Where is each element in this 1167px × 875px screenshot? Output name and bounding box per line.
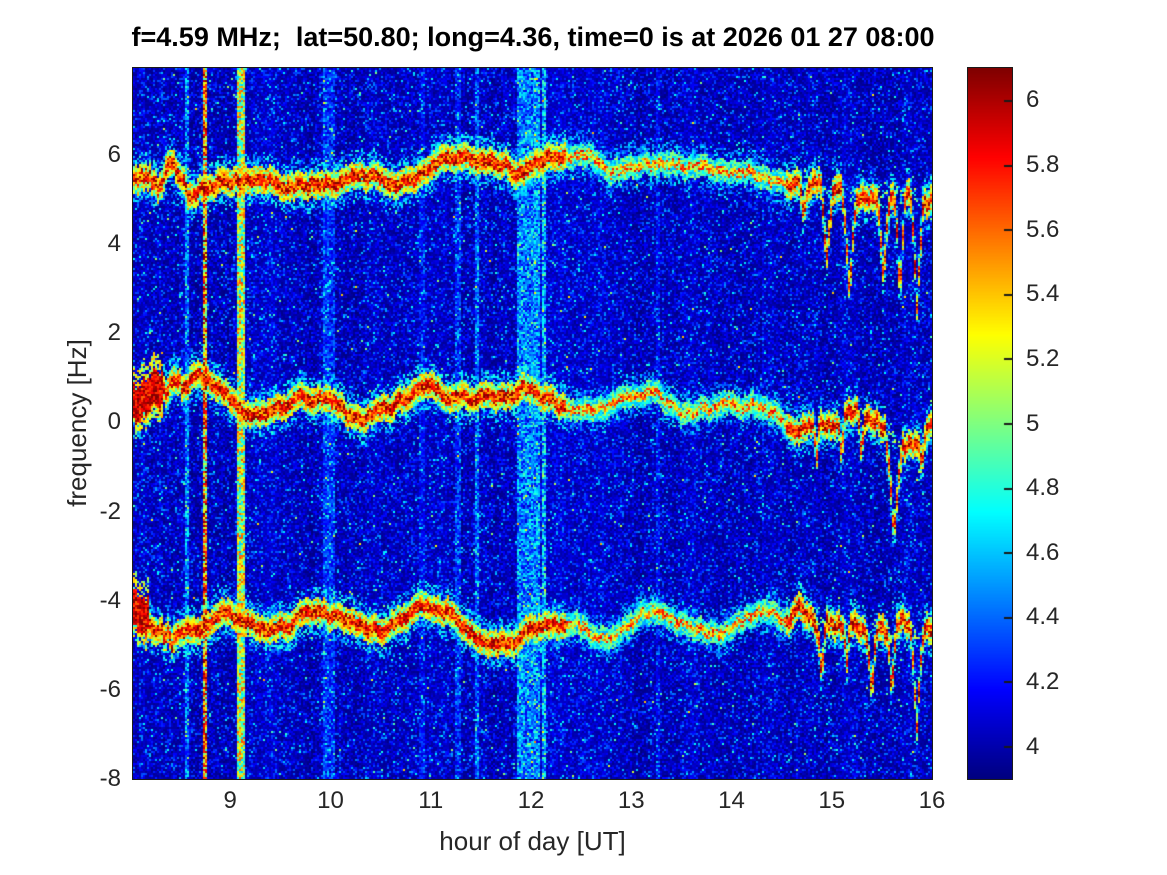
x-tick-label: 16 [918, 787, 946, 814]
plot-title: f=4.59 MHz; lat=50.80; long=4.36, time=0… [131, 22, 935, 52]
y-tick-label: 4 [107, 230, 121, 258]
y-tick-label: -6 [99, 675, 121, 703]
y-tick-label: 2 [107, 319, 121, 347]
x-tick-label: 14 [718, 787, 745, 814]
colorbar-tick-label: 4.4 [1026, 603, 1060, 631]
colorbar-tick-label: 4.8 [1026, 474, 1060, 502]
y-tick-label: -8 [99, 765, 121, 792]
y-tick-label: -2 [99, 497, 121, 525]
x-tick-label: 13 [617, 787, 645, 814]
colorbar-tick-label: 4 [1026, 732, 1040, 760]
spectrogram-canvas [132, 67, 933, 780]
colorbar-tick-label: 4.6 [1026, 538, 1060, 566]
x-tick-label: 15 [818, 787, 846, 814]
x-tick-label: 12 [517, 787, 545, 814]
y-tick-label: -4 [99, 586, 121, 614]
x-tick-label: 9 [223, 787, 237, 814]
y-tick-label: 0 [107, 408, 121, 436]
x-axis-label: hour of day [UT] [439, 826, 626, 856]
colorbar-tick-label: 5.6 [1026, 215, 1060, 243]
colorbar [967, 67, 1013, 780]
x-tick-label: 11 [418, 787, 444, 814]
colorbar-tick-label: 5.4 [1026, 280, 1060, 308]
x-tick-label: 10 [317, 787, 344, 814]
colorbar-tick-label: 5 [1026, 409, 1040, 437]
y-tick-label: 6 [107, 140, 121, 168]
colorbar-tick-label: 5.8 [1026, 150, 1060, 178]
colorbar-tick-label: 4.2 [1026, 668, 1060, 696]
colorbar-tick-label: 5.2 [1026, 344, 1060, 372]
colorbar-tick-label: 6 [1026, 86, 1040, 114]
